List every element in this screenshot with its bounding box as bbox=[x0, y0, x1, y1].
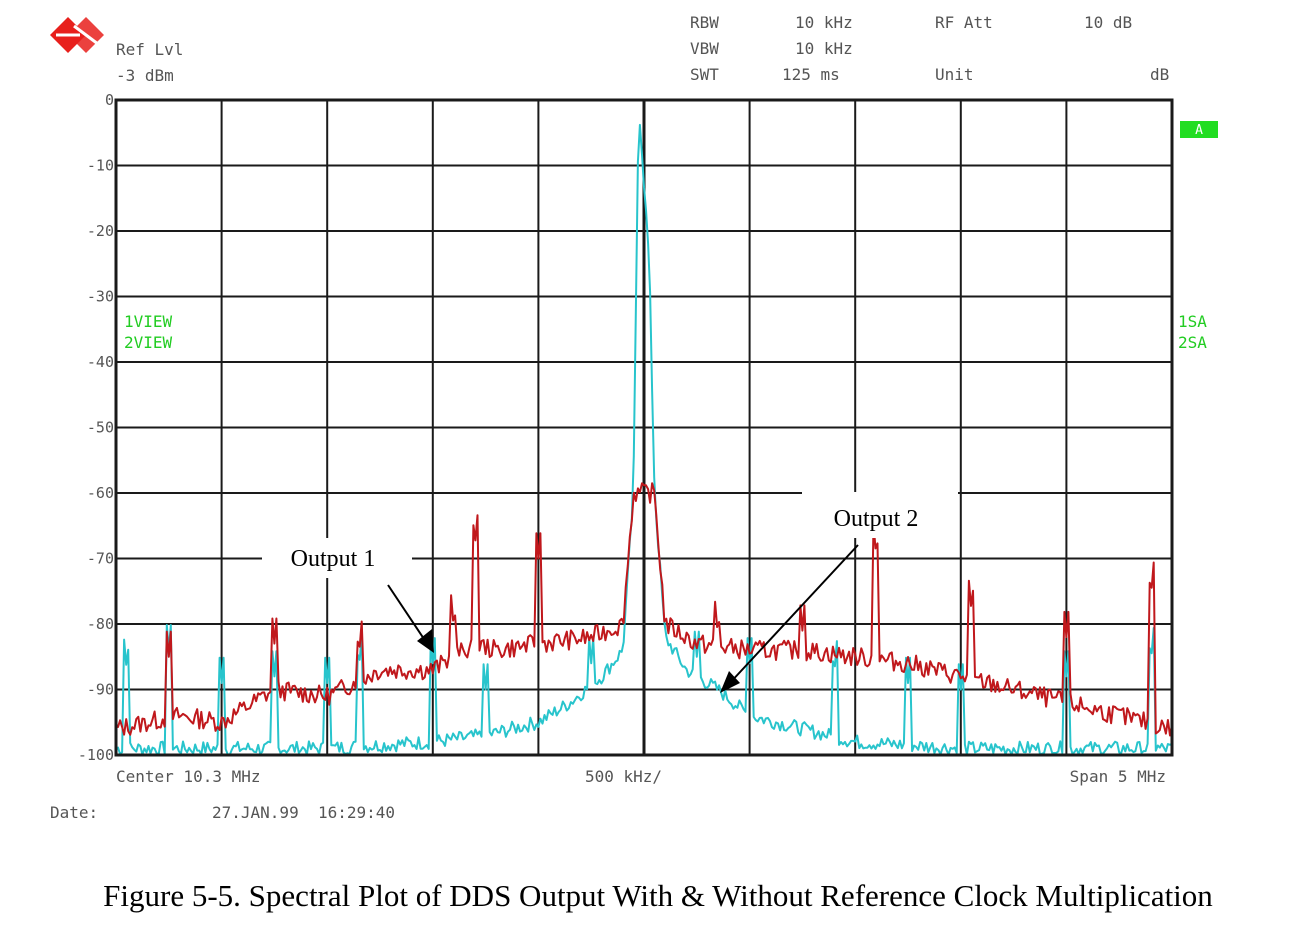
sa2-label: 2SA bbox=[1178, 333, 1207, 352]
y-tick-label: -60 bbox=[87, 484, 114, 502]
figure-caption: Figure 5-5. Spectral Plot of DDS Output … bbox=[103, 878, 1213, 913]
y-tick-label: -100 bbox=[78, 746, 114, 764]
output1-arrowhead bbox=[417, 629, 434, 653]
view2-label: 2VIEW bbox=[124, 333, 173, 352]
traces bbox=[115, 123, 1173, 756]
y-tick-label: -80 bbox=[87, 615, 114, 633]
output2-arrow bbox=[727, 544, 859, 686]
trace-a-label: A bbox=[1195, 123, 1203, 138]
output2-arrowhead bbox=[720, 671, 740, 693]
rf-att-label: RF Att bbox=[935, 13, 993, 32]
ref-level-label: Ref Lvl bbox=[116, 40, 183, 59]
plot-frame bbox=[114, 98, 1174, 757]
output1-arrow bbox=[387, 584, 429, 646]
output1-label-bg bbox=[262, 538, 412, 578]
y-axis-ticks: 0 -10 -20 -30 -40 -50 -60 -70 -80 -90 -100 bbox=[78, 91, 114, 764]
view1-label: 1VIEW bbox=[124, 312, 173, 331]
output2-trace bbox=[115, 123, 1173, 756]
y-tick-label: 0 bbox=[105, 91, 114, 109]
y-tick-label: -20 bbox=[87, 222, 114, 240]
ref-level-value: -3 dBm bbox=[116, 66, 174, 85]
rohde-schwarz-logo-icon bbox=[50, 17, 104, 53]
date-label: Date: bbox=[50, 803, 98, 822]
vbw-label: VBW bbox=[690, 39, 719, 58]
sa1-label: 1SA bbox=[1178, 312, 1207, 331]
output1-trace bbox=[115, 482, 1173, 737]
vbw-value: 10 kHz bbox=[795, 39, 853, 58]
swt-label: SWT bbox=[690, 65, 719, 84]
y-tick-label: -30 bbox=[87, 288, 114, 306]
y-tick-label: -90 bbox=[87, 681, 114, 699]
center-frequency: Center 10.3 MHz bbox=[116, 767, 261, 786]
trace-a-badge bbox=[1180, 121, 1218, 138]
output2-label-bg bbox=[802, 492, 958, 538]
output2-annotation: Output 2 bbox=[834, 506, 919, 532]
y-tick-label: -50 bbox=[87, 419, 114, 437]
unit-value: dB bbox=[1150, 65, 1169, 84]
division-scale: 500 kHz/ bbox=[585, 767, 662, 786]
date-value: 27.JAN.99 16:29:40 bbox=[212, 803, 395, 822]
output1-annotation: Output 1 bbox=[291, 546, 376, 572]
span-value: Span 5 MHz bbox=[1070, 767, 1166, 786]
y-tick-label: -70 bbox=[87, 550, 114, 568]
swt-value: 125 ms bbox=[782, 65, 840, 84]
rbw-label: RBW bbox=[690, 13, 719, 32]
plot-grid bbox=[116, 100, 1172, 755]
unit-label: Unit bbox=[935, 65, 974, 84]
rf-att-value: 10 dB bbox=[1084, 13, 1132, 32]
y-tick-label: -10 bbox=[87, 157, 114, 175]
y-tick-label: -40 bbox=[87, 353, 114, 371]
rbw-value: 10 kHz bbox=[795, 13, 853, 32]
